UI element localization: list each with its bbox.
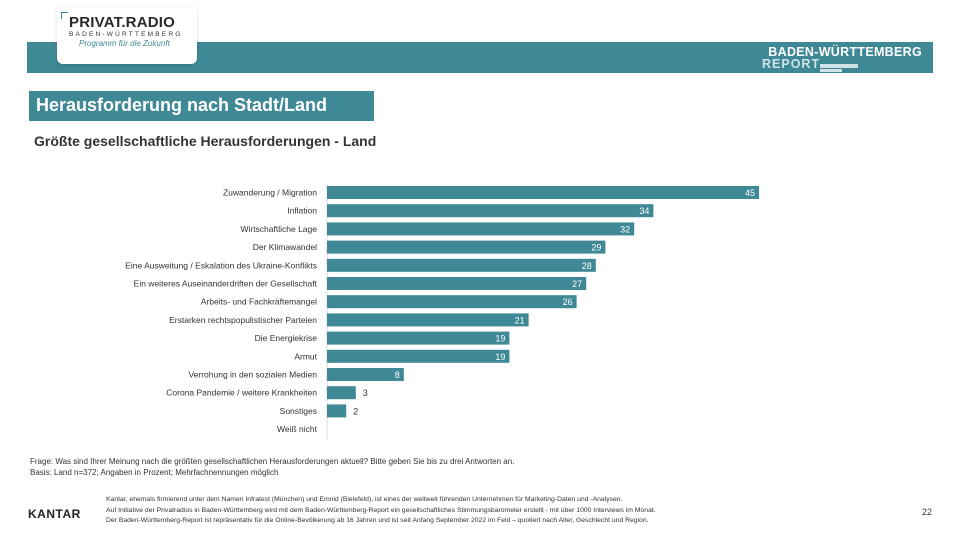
category-label: Die Energiekrise <box>255 333 318 343</box>
disclaimer-line-2: Auf Initiative der Privatradios in Baden… <box>106 506 656 514</box>
category-label: Corona Pandemie / weitere Krankheiten <box>166 388 317 398</box>
bar <box>327 368 404 381</box>
report-brand-word: REPORT <box>762 57 821 71</box>
chart-subtitle: Größte gesellschaftliche Herausforderung… <box>34 133 377 149</box>
category-label: Weiß nicht <box>277 424 318 434</box>
logo-tagline: Programm für die Zukunft <box>79 39 170 48</box>
value-label: 19 <box>495 334 505 344</box>
bar <box>327 386 356 400</box>
bar <box>327 222 635 236</box>
privat-radio-logo: PRIVAT.RADIO BADEN-WÜRTTEMBERG Programm … <box>57 8 197 64</box>
report-brand-bar <box>820 64 858 68</box>
bar <box>327 204 654 218</box>
value-label: 29 <box>591 243 601 253</box>
value-label: 21 <box>515 315 525 325</box>
disclaimer-line-3: Der Baden-Württemberg-Report ist repräse… <box>106 517 649 524</box>
bar <box>327 349 510 363</box>
category-label: Wirtschaftliche Lage <box>240 224 317 234</box>
value-label: 3 <box>363 388 368 398</box>
value-label: 27 <box>572 279 582 289</box>
report-brand-title: BADEN-WÜRTTEMBERG <box>768 45 922 59</box>
disclaimer-line-1: Kantar, ehemals firmierend unter dem Nam… <box>106 496 623 503</box>
value-label: 34 <box>639 206 649 216</box>
category-label: Armut <box>294 351 317 361</box>
page-number: 22 <box>921 507 932 517</box>
logo-subtitle: BADEN-WÜRTTEMBERG <box>69 31 183 38</box>
bar <box>327 186 759 199</box>
logo-title: PRIVAT.RADIO <box>69 14 176 31</box>
category-label: Arbeits- und Fachkräftemangel <box>201 297 317 307</box>
value-label: 45 <box>745 188 755 198</box>
category-label: Verrohung in den sozialen Medien <box>188 370 317 380</box>
value-label: 19 <box>495 352 505 362</box>
bar <box>327 404 347 418</box>
value-label: 32 <box>620 224 630 234</box>
section-title: Herausforderung nach Stadt/Land <box>36 95 328 115</box>
value-label: 2 <box>353 406 358 416</box>
category-label: Eine Ausweitung / Eskalation des Ukraine… <box>125 260 317 270</box>
category-label: Inflation <box>287 206 317 216</box>
bar <box>327 240 606 254</box>
category-label: Sonstiges <box>280 406 317 416</box>
bar <box>327 258 596 272</box>
bar <box>327 295 577 309</box>
category-label: Der Klimawandel <box>253 242 317 252</box>
bar <box>327 313 529 327</box>
category-label: Erstarken rechtspopulistischer Parteien <box>169 315 317 325</box>
disclaimer: Kantar, ehemals firmierend unter dem Nam… <box>106 495 656 527</box>
category-label: Zuwanderung / Migration <box>223 188 317 198</box>
value-label: 8 <box>395 370 400 380</box>
bar <box>327 277 587 290</box>
value-label: 28 <box>582 261 592 271</box>
logo-corner-mark <box>61 12 68 19</box>
category-label: Ein weiteres Auseinanderdriften der Gese… <box>134 279 318 289</box>
section-title-box <box>29 91 374 121</box>
kantar-logo: KANTAR <box>28 507 81 521</box>
bar <box>327 331 510 345</box>
value-label: 26 <box>563 297 573 307</box>
report-brand-bar-short <box>820 69 842 72</box>
question-footnote: Frage: Was sind Ihrer Meinung nach die g… <box>30 457 515 466</box>
basis-footnote: Basis: Land n=372; Angaben in Prozent; M… <box>30 468 279 477</box>
